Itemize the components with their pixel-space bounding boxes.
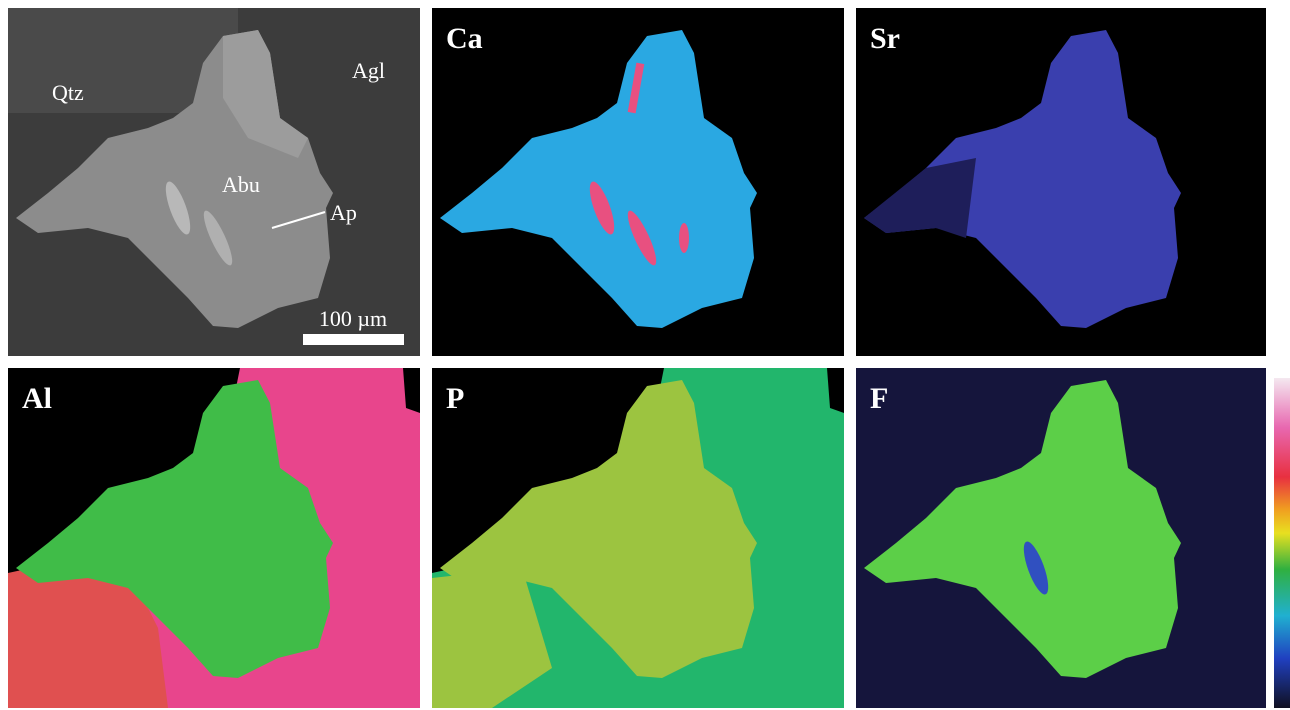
map-label: Sr [870, 22, 900, 55]
map-panel [432, 368, 845, 708]
map-panel [8, 368, 420, 708]
map-label: Ca [446, 22, 483, 55]
map-label: F [870, 382, 888, 415]
scale-bar [303, 334, 404, 345]
scale-label: 100 µm [319, 306, 387, 331]
map-panel [856, 8, 1266, 356]
mineral-label: Agl [352, 58, 385, 83]
map-panel [856, 368, 1266, 708]
mineral-label: Ap [330, 200, 357, 225]
figure: Qtz Agl Abu Ap 100 µm Ca Sr Al P [0, 0, 1290, 710]
color-scale [1274, 378, 1290, 708]
mineral-label: Abu [222, 172, 260, 197]
map-panel [432, 8, 845, 356]
map-label: Al [22, 382, 52, 415]
mineral-label: Qtz [52, 80, 84, 105]
page: Qtz Agl Abu Ap 100 µm Ca Sr Al P [0, 0, 1290, 710]
map-label: P [446, 382, 464, 415]
